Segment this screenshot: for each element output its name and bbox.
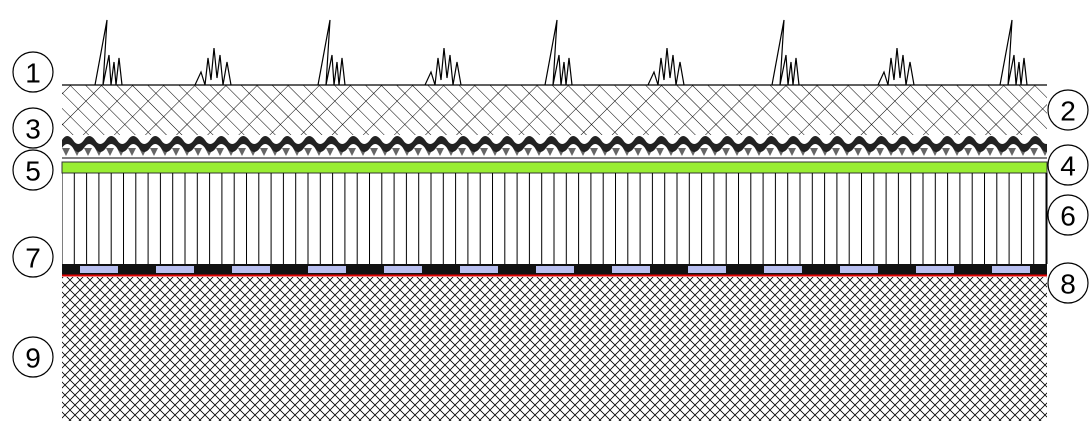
callout-number: 1 — [25, 58, 41, 89]
callout-circle — [1047, 144, 1089, 186]
callout-number: 3 — [25, 114, 41, 145]
grass-tuft — [317, 19, 346, 86]
grass-tuft — [771, 19, 800, 86]
callout-circle — [12, 236, 54, 278]
membrane-strip — [62, 264, 1047, 275]
root-barrier — [61, 161, 1048, 174]
callout-circle — [1047, 194, 1089, 236]
strip-gap — [232, 266, 270, 273]
callout-circle — [12, 336, 54, 378]
callout-number: 7 — [25, 243, 41, 274]
vegetation — [94, 19, 1028, 86]
grass-tuft — [647, 47, 685, 86]
strip-gap — [764, 266, 802, 273]
callout-number: 8 — [1060, 269, 1076, 300]
callout-circle — [12, 149, 54, 191]
grass-tuft — [877, 47, 915, 86]
strip-gap — [916, 266, 954, 273]
callout-circle — [1047, 262, 1089, 304]
callout-circle — [12, 51, 54, 93]
drainage-layer — [62, 134, 1047, 158]
callout-number: 5 — [25, 156, 41, 187]
callout-number: 2 — [1060, 96, 1076, 127]
strip-gap — [384, 266, 422, 273]
strip-gap — [156, 266, 194, 273]
strip-gap — [992, 266, 1030, 273]
grass-tuft — [544, 19, 573, 86]
strip-gap — [840, 266, 878, 273]
strip-gap — [688, 266, 726, 273]
insulation — [62, 173, 1047, 264]
strip-gap — [612, 266, 650, 273]
callout-number: 6 — [1060, 201, 1076, 232]
grass-tuft — [194, 47, 232, 86]
soil-hatch-b — [62, 85, 1047, 135]
callout-number: 4 — [1060, 151, 1076, 182]
structure — [62, 277, 1047, 421]
callout-circle — [12, 107, 54, 149]
strip-gap — [536, 266, 574, 273]
callout-circle — [1047, 89, 1089, 131]
strip-gap — [80, 266, 118, 273]
grass-tuft — [424, 47, 462, 86]
grass-tuft — [999, 19, 1028, 86]
strip-gap — [308, 266, 346, 273]
callouts: 1 2 3 4 5 6 7 8 9 — [12, 51, 1089, 378]
strip-gap — [460, 266, 498, 273]
grass-tuft — [94, 19, 123, 86]
callout-number: 9 — [25, 343, 41, 374]
